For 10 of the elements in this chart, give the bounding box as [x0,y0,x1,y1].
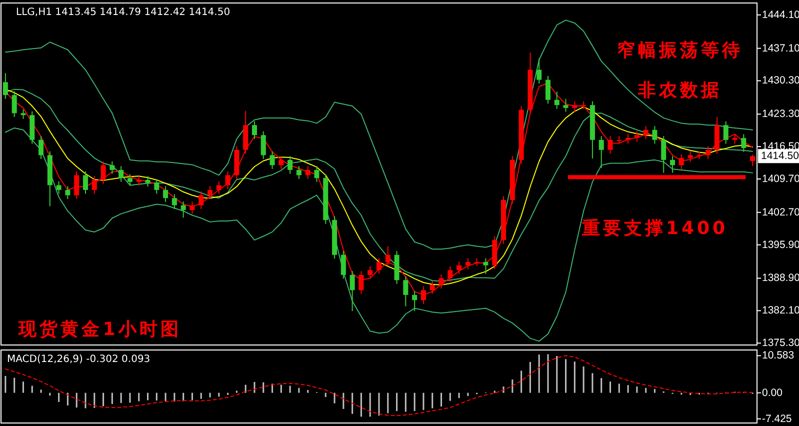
chart-title: MACD(12,26,9) -0.302 0.093 [7,354,150,365]
chart-title: LLG,H1 1413.45 1414.79 1412.42 1414.50 [16,7,230,18]
annotation: 窄幅振荡等待 [617,40,743,61]
y-tick-label: -7.425 [762,412,792,425]
annotation: 非农数据 [637,80,722,101]
annotation: 现货黄金1小时图 [18,319,182,340]
y-tick-label: 0.00 [762,386,783,399]
text: 1414.50 [761,150,799,162]
y-tick-label: 10.583 [762,350,794,362]
annotation: 重要支撑1400 [580,218,728,239]
